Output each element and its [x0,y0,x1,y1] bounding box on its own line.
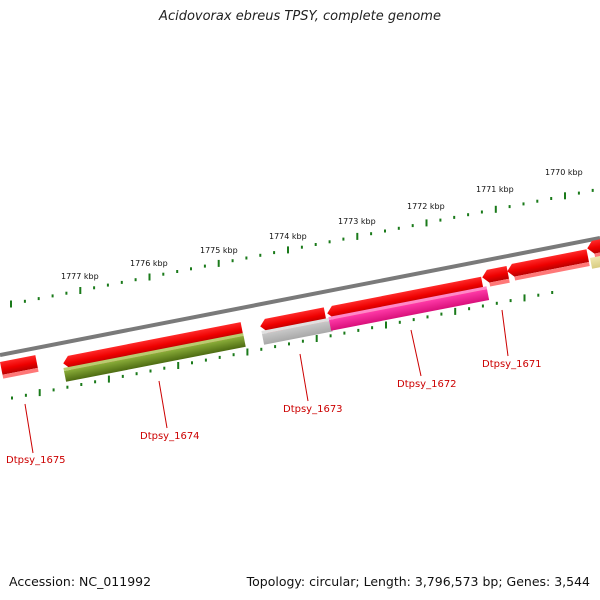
inner-tick-row [11,291,554,400]
gene-label-dtpsy-1672[interactable]: Dtpsy_1672 [397,379,457,390]
forward-genes [0,238,600,379]
gene-bar-partial-right[interactable] [590,255,600,269]
gene-bar-dtpsy-1674[interactable] [63,332,246,382]
kbp-label-1777: 1777 kbp [61,272,99,281]
gene-labels: Dtpsy_1675 Dtpsy_1674 Dtpsy_1673 Dtpsy_1… [6,359,542,466]
genome-backbone [0,236,600,357]
leader-dtpsy-1672 [410,329,422,377]
gene-label-dtpsy-1671[interactable]: Dtpsy_1671 [482,359,542,370]
leader-dtpsy-1671 [501,309,509,357]
kbp-label-1775: 1775 kbp [200,246,238,255]
accession-text: Accession: NC_011992 [9,574,152,589]
gene-label-dtpsy-1673[interactable]: Dtpsy_1673 [283,404,343,415]
gene-bar-dtpsy-1672[interactable] [328,286,490,331]
topology-text: Topology: circular; Length: 3,796,573 bp… [246,574,590,589]
gene-bar-dtpsy-1673[interactable] [261,317,333,345]
kbp-labels: 1777 kbp 1776 kbp 1775 kbp 1774 kbp 1773… [61,168,583,281]
kbp-label-1770: 1770 kbp [545,168,583,177]
gene-arrow[interactable] [586,238,600,259]
kbp-label-1774: 1774 kbp [269,232,307,241]
label-leaders [24,309,509,454]
page-title: Acidovorax ebreus TPSY, complete genome [159,9,441,24]
leader-dtpsy-1675 [24,403,34,454]
gene-label-dtpsy-1674[interactable]: Dtpsy_1674 [140,431,200,442]
kbp-label-1776: 1776 kbp [130,259,168,268]
kbp-label-1771: 1771 kbp [476,185,514,194]
leader-dtpsy-1674 [158,380,168,429]
outer-tick-row [10,188,594,308]
leader-dtpsy-1673 [299,353,309,402]
gene-arrow[interactable] [506,249,590,281]
gene-arrow[interactable] [481,266,510,288]
gene-label-dtpsy-1675[interactable]: Dtpsy_1675 [6,455,66,466]
highlighted-genes [63,255,600,382]
kbp-label-1773: 1773 kbp [338,217,376,226]
kbp-label-1772: 1772 kbp [407,202,445,211]
gene-arrow[interactable] [0,355,39,379]
